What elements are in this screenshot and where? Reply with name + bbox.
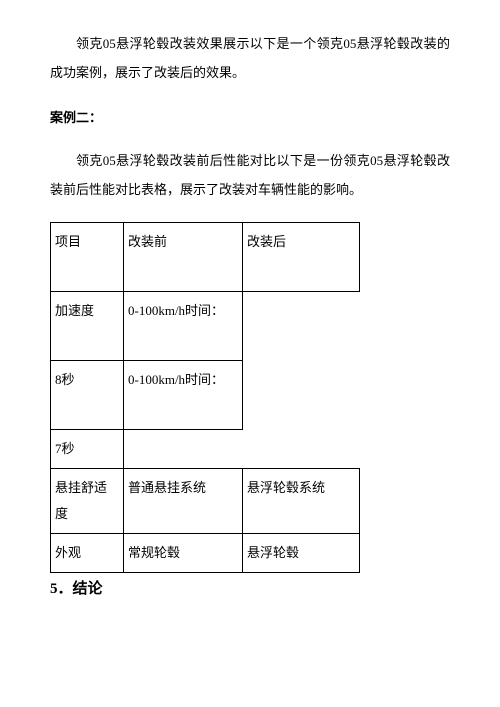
cell-look-after: 悬浮轮毂 bbox=[243, 534, 360, 573]
paragraph-compare: 领克05悬浮轮毂改装前后性能对比以下是一份领克05悬浮轮毂改装前后性能对比表格，… bbox=[50, 147, 450, 204]
table-header-after: 改装后 bbox=[243, 223, 360, 292]
cell-look-label: 外观 bbox=[51, 534, 124, 573]
cell-look-before: 常规轮毂 bbox=[124, 534, 243, 573]
table-row: 外观 常规轮毂 悬浮轮毂 bbox=[51, 534, 360, 573]
performance-table: 项目 改装前 改装后 加速度 0-100km/h时间： 8秒 0-100km/h… bbox=[50, 222, 360, 573]
table-row: 加速度 0-100km/h时间： bbox=[51, 292, 360, 361]
table-row: 项目 改装前 改装后 bbox=[51, 223, 360, 292]
table-header-item: 项目 bbox=[51, 223, 124, 292]
cell-susp-before: 普通悬挂系统 bbox=[124, 469, 243, 534]
cell-susp-label: 悬挂舒适度 bbox=[51, 469, 124, 534]
document-page: 领克05悬浮轮毂改装效果展示以下是一个领克05悬浮轮毂改装的成功案例，展示了改装… bbox=[0, 0, 500, 707]
table-row: 7秒 bbox=[51, 430, 360, 469]
cell-susp-after: 悬浮轮毂系统 bbox=[243, 469, 360, 534]
table-row: 悬挂舒适度 普通悬挂系统 悬浮轮毂系统 bbox=[51, 469, 360, 534]
cell-7sec: 7秒 bbox=[51, 430, 124, 469]
cell-accel-after-value: 0-100km/h时间： bbox=[124, 361, 243, 430]
conclusion-heading: 5．结论 bbox=[50, 577, 450, 598]
case-heading: 案例二： bbox=[50, 105, 450, 131]
table-row: 8秒 0-100km/h时间： bbox=[51, 361, 360, 430]
cell-8sec: 8秒 bbox=[51, 361, 124, 430]
cell-accel-before: 0-100km/h时间： bbox=[124, 292, 243, 361]
paragraph-intro: 领克05悬浮轮毂改装效果展示以下是一个领克05悬浮轮毂改装的成功案例，展示了改装… bbox=[50, 30, 450, 87]
cell-accel-label: 加速度 bbox=[51, 292, 124, 361]
table-header-before: 改装前 bbox=[124, 223, 243, 292]
